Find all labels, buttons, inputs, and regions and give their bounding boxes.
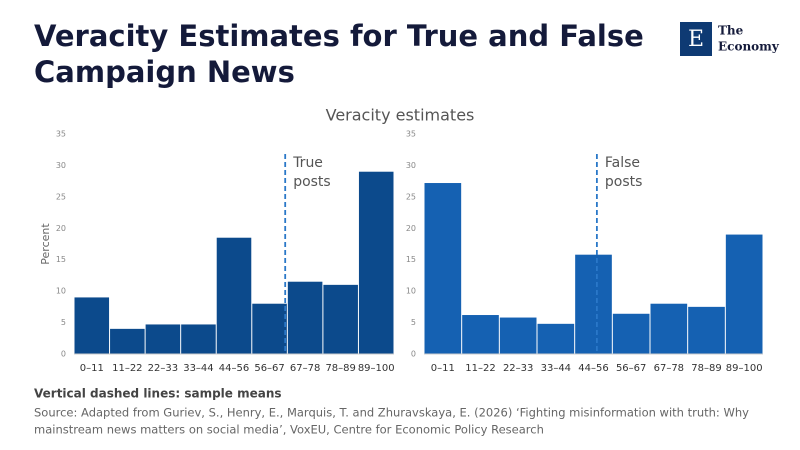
bar <box>110 328 145 354</box>
mean-label: posts <box>605 174 643 190</box>
bar <box>145 324 181 354</box>
mean-label: posts <box>293 174 331 190</box>
x-tick-label: 67–78 <box>290 363 320 374</box>
y-tick-label: 10 <box>406 287 416 296</box>
bar <box>688 306 725 354</box>
y-tick-label: 5 <box>61 318 66 327</box>
logo-letter: E <box>688 27 704 52</box>
y-tick-label: 30 <box>406 161 416 170</box>
note: Vertical dashed lines: sample means <box>34 387 282 401</box>
bar <box>650 303 688 354</box>
x-tick-label: 22–33 <box>503 363 533 374</box>
logo-mark <box>680 22 712 56</box>
bar <box>181 324 216 354</box>
bar <box>252 303 287 354</box>
y-tick-label: 15 <box>56 255 66 264</box>
title: Veracity Estimates for True and False <box>34 19 644 53</box>
x-tick-label: 11–22 <box>112 363 142 374</box>
x-tick-label: 33–44 <box>183 363 213 374</box>
bar <box>725 234 763 354</box>
y-tick-label: 35 <box>406 130 416 139</box>
y-tick-label: 0 <box>411 350 416 359</box>
bar <box>216 237 252 354</box>
x-tick-label: 11–22 <box>465 363 495 374</box>
x-tick-label: 56–67 <box>254 363 284 374</box>
x-tick-label: 78–89 <box>325 363 355 374</box>
x-tick-label: 78–89 <box>691 363 721 374</box>
bar <box>499 317 537 354</box>
y-axis-label: Percent <box>39 223 52 265</box>
bar <box>74 297 110 354</box>
bar <box>462 315 499 354</box>
source: Source: Adapted from Guriev, S., Henry, … <box>34 406 749 420</box>
y-tick-label: 25 <box>56 192 66 201</box>
y-tick-label: 25 <box>406 192 416 201</box>
x-tick-label: 22–33 <box>148 363 178 374</box>
y-tick-label: 10 <box>56 287 66 296</box>
logo-name: The <box>718 24 744 38</box>
x-tick-label: 44–56 <box>219 363 249 374</box>
y-tick-label: 20 <box>56 224 66 233</box>
bar <box>575 254 612 354</box>
mean-label: False <box>605 155 640 171</box>
bar <box>424 183 462 354</box>
x-tick-label: 0–11 <box>80 363 104 374</box>
y-tick-label: 15 <box>406 255 416 264</box>
y-tick-label: 0 <box>61 350 66 359</box>
subtitle: Veracity estimates <box>326 106 475 125</box>
x-tick-label: 0–11 <box>431 363 455 374</box>
bar <box>537 323 575 354</box>
x-tick-label: 56–67 <box>616 363 646 374</box>
title: Campaign News <box>34 55 295 89</box>
logo-name: Economy <box>718 40 780 54</box>
y-tick-label: 30 <box>56 161 66 170</box>
bar <box>358 171 394 354</box>
y-tick-label: 5 <box>411 318 416 327</box>
source: mainstream news matters on social media’… <box>34 423 544 437</box>
x-tick-label: 89–100 <box>726 363 763 374</box>
x-tick-label: 33–44 <box>541 363 571 374</box>
y-tick-label: 20 <box>406 224 416 233</box>
bar <box>612 313 650 354</box>
y-tick-label: 35 <box>56 130 66 139</box>
bar <box>287 281 323 354</box>
x-tick-label: 89–100 <box>358 363 395 374</box>
bar <box>323 284 358 354</box>
x-tick-label: 44–56 <box>578 363 608 374</box>
x-tick-label: 67–78 <box>654 363 684 374</box>
mean-label: True <box>292 155 323 171</box>
